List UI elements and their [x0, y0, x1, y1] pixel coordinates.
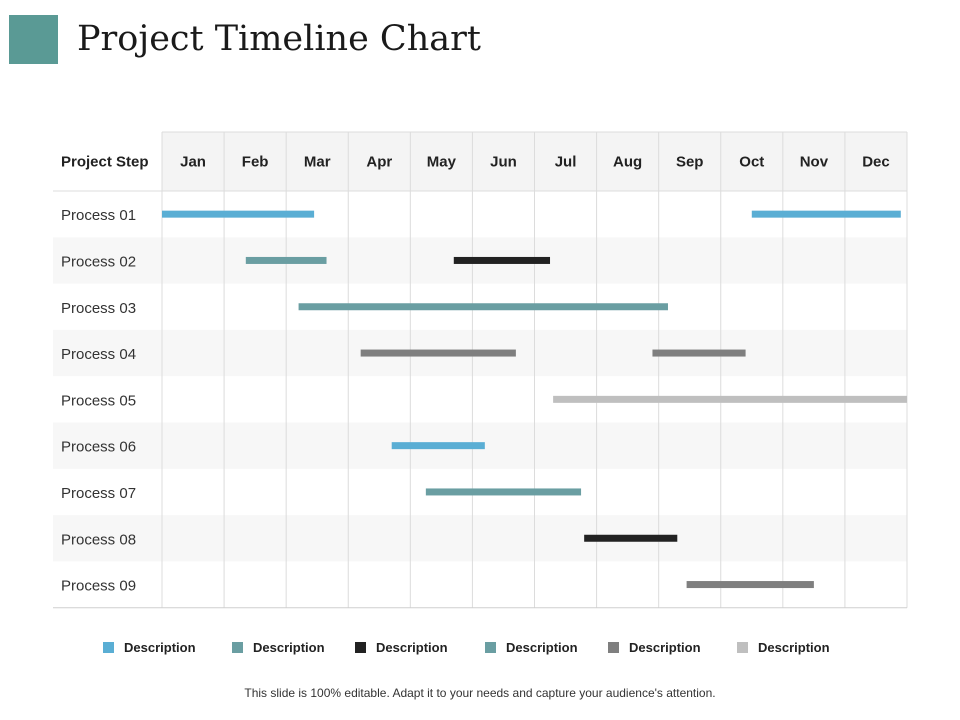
month-label-nov: Nov	[800, 154, 829, 171]
legend-swatch	[232, 641, 243, 653]
task-label: Process 07	[61, 485, 136, 502]
chart-legend: Description Description Description Descrip…	[0, 637, 960, 657]
month-label-aug: Aug	[613, 154, 642, 171]
legend-swatch	[485, 641, 496, 653]
task-label: Process 03	[61, 300, 136, 317]
legend-swatch	[355, 641, 366, 653]
month-label-feb: Feb	[242, 154, 269, 171]
month-label-apr: Apr	[366, 154, 392, 171]
task-label: Process 05	[61, 392, 136, 409]
task-label: Process 08	[61, 531, 136, 548]
timeline-bar	[751, 210, 901, 218]
month-label-jul: Jul	[555, 154, 577, 171]
timeline-bar	[298, 303, 668, 311]
month-label-jun: Jun	[490, 154, 517, 171]
title-accent-square	[9, 15, 58, 64]
task-label: Process 09	[61, 578, 136, 595]
task-label: Process 02	[61, 253, 136, 270]
legend-swatch	[103, 641, 114, 653]
row-stripe	[53, 515, 907, 562]
timeline-bar	[360, 349, 516, 357]
legend-item: Description	[232, 637, 325, 657]
timeline-bar	[584, 534, 678, 542]
legend-swatch	[608, 641, 619, 653]
task-label: Process 04	[61, 346, 136, 363]
legend-item: Description	[355, 637, 448, 657]
legend-label: Description	[376, 639, 448, 655]
task-label: Process 01	[61, 207, 136, 224]
timeline-bar	[686, 581, 814, 589]
month-label-sep: Sep	[676, 154, 704, 171]
header-project-step: Project Step	[61, 154, 149, 171]
timeline-bar	[453, 256, 551, 264]
task-label: Process 06	[61, 439, 136, 456]
legend-item: Description	[608, 637, 701, 657]
timeline-bar	[391, 442, 485, 450]
legend-label: Description	[124, 639, 196, 655]
timeline-bar	[553, 395, 907, 403]
month-label-may: May	[427, 154, 457, 171]
legend-item: Description	[485, 637, 578, 657]
timeline-chart: Project Step Jan Feb Mar Apr May Jun Jul Aug Sep O…	[53, 131, 908, 609]
footer-note: This slide is 100% editable. Adapt it to…	[244, 686, 716, 700]
legend-item: Description	[103, 637, 196, 657]
legend-label: Description	[253, 639, 325, 655]
legend-swatch	[737, 641, 748, 653]
timeline-bar	[652, 349, 746, 357]
timeline-bar	[162, 210, 315, 218]
legend-label: Description	[506, 639, 578, 655]
month-label-jan: Jan	[180, 154, 206, 171]
timeline-bar	[245, 256, 327, 264]
month-label-oct: Oct	[739, 154, 764, 171]
legend-item: Description	[737, 637, 830, 657]
month-label-dec: Dec	[862, 154, 890, 171]
legend-label: Description	[629, 639, 701, 655]
legend-label: Description	[758, 639, 830, 655]
month-label-mar: Mar	[304, 154, 331, 171]
page-title: Project Timeline Chart	[77, 19, 481, 59]
timeline-bar	[425, 488, 582, 496]
